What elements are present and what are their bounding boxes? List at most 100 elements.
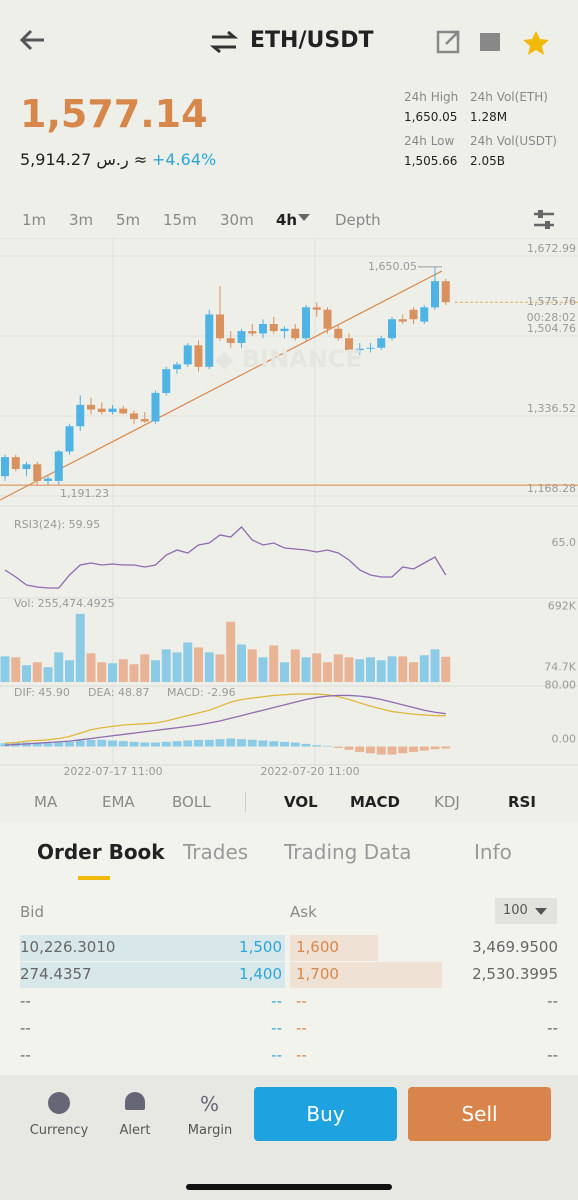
candle-body <box>87 404 95 410</box>
swap-icon[interactable] <box>210 31 238 53</box>
volume-bar <box>172 652 182 682</box>
macd-bar <box>290 742 300 747</box>
macd-bar <box>409 746 418 752</box>
back-button[interactable] <box>18 28 46 52</box>
interval[interactable]: Depth <box>335 211 381 229</box>
macd-line <box>4 693 446 744</box>
candle-body <box>280 328 289 332</box>
volume-bar <box>312 653 322 682</box>
current-price: 1,575.76 <box>527 295 576 308</box>
indicator-tab[interactable]: VOL <box>284 793 318 811</box>
buy-button[interactable]: Buy <box>254 1087 397 1141</box>
candle-body <box>205 314 214 367</box>
interval[interactable]: 3m <box>69 211 94 229</box>
indicator-tab[interactable]: BOLL <box>172 793 211 811</box>
sell-button[interactable]: Sell <box>408 1087 551 1141</box>
stat-label: 24h Vol(USDT) <box>470 134 557 148</box>
y-tick-label: 1,336.52 <box>527 402 576 415</box>
interval[interactable]: 30m <box>220 211 254 229</box>
bid-depth <box>20 962 285 988</box>
indicator-tab[interactable]: RSI <box>508 793 536 811</box>
candle-body <box>409 309 418 320</box>
bell <box>125 1092 145 1110</box>
bid-amount: -- <box>20 1019 31 1037</box>
chart: 1,672.99 1,504.76 1,336.52 1,168.28 1,650.05… <box>0 238 578 778</box>
candle-body <box>22 464 31 470</box>
stat-label: 24h High <box>404 90 459 104</box>
footer-button[interactable]: Margin <box>187 1123 233 1138</box>
volume-bar <box>86 653 96 682</box>
tab[interactable]: Trading Data <box>284 840 412 864</box>
volume-bar <box>54 652 64 682</box>
tab[interactable]: Order Book <box>37 840 165 864</box>
bid-amount: 274.4357 <box>20 965 92 983</box>
macd-bar <box>194 739 203 747</box>
volume-bar <box>376 660 386 682</box>
macd-bar <box>344 746 354 750</box>
countdown: 00:28:02 <box>527 311 576 324</box>
stat-value: 1,505.66 <box>404 154 458 168</box>
indicator-tab[interactable]: MA <box>34 793 58 811</box>
candle-body <box>216 314 224 339</box>
macd-bar <box>65 741 74 747</box>
interval[interactable]: 4h <box>276 211 298 229</box>
volume-bar <box>333 654 343 682</box>
tab[interactable]: Trades <box>183 840 249 864</box>
volume-bar <box>226 621 236 682</box>
home-indicator <box>186 1184 392 1190</box>
candle-body <box>183 345 192 365</box>
footer-button[interactable]: Alert <box>119 1123 151 1138</box>
candle-body <box>108 408 117 412</box>
macd-bar <box>387 746 397 755</box>
volume-bar <box>387 656 397 682</box>
indicator-tab[interactable]: EMA <box>102 793 135 811</box>
candle-body <box>248 331 257 334</box>
volume-bar <box>323 662 332 682</box>
footer-icon <box>48 1092 70 1114</box>
volume-bar <box>194 647 203 682</box>
macd-bar <box>151 742 160 747</box>
ask-depth <box>290 935 378 961</box>
panel-title: Vol: 255,474.4925 <box>14 597 115 610</box>
interval[interactable]: 1m <box>22 211 47 229</box>
volume-bar <box>118 659 128 682</box>
macd-bar <box>323 745 332 747</box>
bid-price: 1,500 <box>239 938 282 956</box>
candle-body <box>162 369 171 393</box>
header-icons[interactable] <box>436 29 562 55</box>
interval[interactable]: 15m <box>163 211 197 229</box>
indicator-tab[interactable]: MACD <box>350 793 400 811</box>
candle-body <box>173 364 181 370</box>
volume-bar <box>97 662 107 682</box>
depth-select[interactable]: 100 <box>495 898 557 924</box>
tab-underline <box>78 876 110 880</box>
ask-price: 1,700 <box>296 965 339 983</box>
volume-bar <box>140 654 150 682</box>
indicator-tab[interactable]: KDJ <box>434 793 460 811</box>
tab[interactable]: Info <box>474 840 512 864</box>
candle-body <box>97 408 106 412</box>
settings-icon[interactable] <box>532 208 556 232</box>
candle-body <box>398 319 407 322</box>
candle-body <box>33 464 42 481</box>
change: +4.64% <box>152 150 217 169</box>
panel-title: RSI3(24): 59.95 <box>14 518 100 531</box>
macd-bar <box>86 739 96 747</box>
y-tick-label: 65.0 <box>552 536 577 549</box>
candle-body <box>441 281 450 303</box>
footer-button[interactable]: Currency <box>29 1123 89 1138</box>
ask-price: -- <box>296 992 307 1010</box>
x-tick-label: 2022-07-20 11:00 <box>260 765 359 778</box>
macd-bar <box>366 746 375 754</box>
caret <box>298 214 310 227</box>
rsi-line <box>4 526 447 589</box>
ask-amount: -- <box>547 992 558 1010</box>
trend-line <box>0 270 443 501</box>
x-tick-label: 2022-07-17 11:00 <box>63 765 162 778</box>
candle-body <box>366 347 375 349</box>
bid-depth <box>20 935 285 961</box>
ask-amount: -- <box>547 1019 558 1037</box>
interval[interactable]: 5m <box>116 211 141 229</box>
stat-label: 24h Vol(ETH) <box>470 90 548 104</box>
